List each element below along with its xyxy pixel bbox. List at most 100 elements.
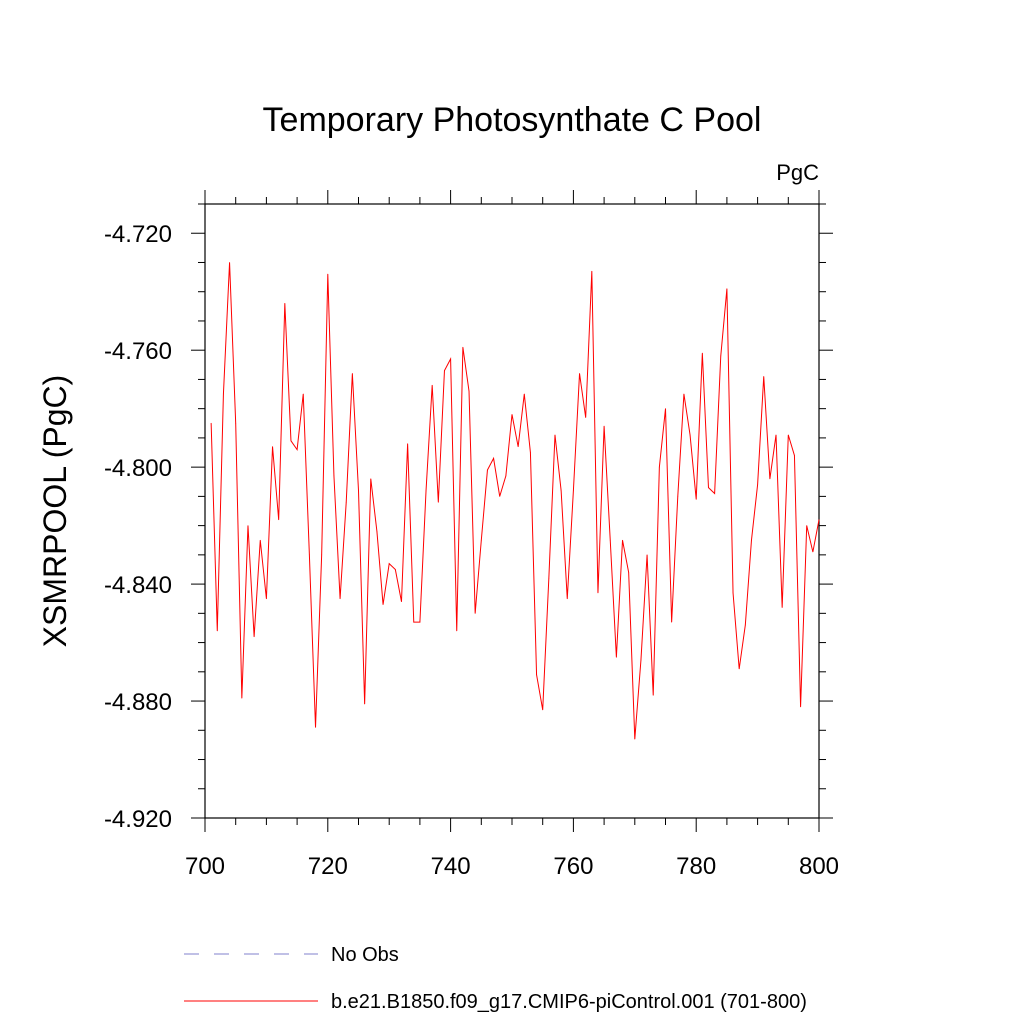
data-point xyxy=(382,604,384,605)
data-point xyxy=(278,519,280,521)
data-point xyxy=(726,288,728,290)
y-tick-label: -4.920 xyxy=(104,806,172,833)
data-point xyxy=(695,498,697,500)
data-point xyxy=(370,478,372,480)
data-point xyxy=(210,422,212,424)
data-point xyxy=(216,630,218,632)
chart-title: Temporary Photosynthate C Pool xyxy=(263,101,762,139)
x-tick-label: 740 xyxy=(431,853,471,880)
y-tick-label: -4.800 xyxy=(104,455,172,482)
data-point xyxy=(444,370,445,372)
data-point xyxy=(609,539,611,541)
data-point xyxy=(683,393,685,395)
data-point xyxy=(634,738,636,740)
data-point xyxy=(480,539,482,541)
data-point xyxy=(530,452,531,453)
data-point xyxy=(554,434,556,436)
axes: 700 720 740 760 780 800 -4.720 -4.760 -4.800 -4.8… xyxy=(104,190,839,880)
x-tick-label: 700 xyxy=(185,853,225,880)
data-point xyxy=(229,262,230,263)
data-point xyxy=(536,674,537,676)
data-point xyxy=(413,621,415,623)
y-tick-label: -4.880 xyxy=(104,689,172,716)
data-point xyxy=(560,490,562,491)
data-point xyxy=(308,554,310,556)
data-point xyxy=(327,273,329,275)
data-point xyxy=(315,726,316,728)
data-point xyxy=(573,490,574,491)
data-point xyxy=(775,434,777,436)
data-point xyxy=(646,554,648,556)
data-point xyxy=(738,668,740,670)
data-point xyxy=(431,384,433,386)
data-point xyxy=(671,621,673,623)
data-point xyxy=(720,355,722,357)
units-label: PgC xyxy=(776,160,819,185)
x-tick-label: 780 xyxy=(676,853,716,880)
data-point xyxy=(523,393,525,395)
data-point xyxy=(290,440,292,442)
y-tick-label: -4.760 xyxy=(104,338,172,365)
data-point xyxy=(751,539,752,541)
data-point xyxy=(628,572,630,573)
series-line xyxy=(210,262,820,740)
data-point xyxy=(579,373,580,374)
y-tick-label: -4.720 xyxy=(104,221,172,248)
data-point xyxy=(456,630,458,632)
data-point xyxy=(364,703,366,705)
data-point xyxy=(468,390,470,392)
data-point xyxy=(259,539,261,541)
data-point xyxy=(358,490,359,491)
data-point xyxy=(474,612,476,614)
series-group xyxy=(210,262,820,740)
data-point xyxy=(437,501,439,503)
data-point xyxy=(763,376,765,377)
data-point xyxy=(787,434,789,436)
data-point xyxy=(223,393,224,395)
data-point xyxy=(253,636,255,638)
data-point xyxy=(640,659,642,661)
data-point xyxy=(689,434,691,436)
data-point xyxy=(806,525,808,527)
data-point xyxy=(462,346,464,348)
data-point xyxy=(732,592,734,594)
data-point xyxy=(333,475,335,477)
data-point xyxy=(517,446,519,448)
data-point xyxy=(781,607,783,608)
data-point xyxy=(284,303,286,304)
data-point xyxy=(247,525,249,527)
data-point xyxy=(511,414,513,415)
data-point xyxy=(388,563,390,565)
data-point xyxy=(818,519,820,521)
x-tick-label: 800 xyxy=(799,853,839,880)
data-point xyxy=(665,408,666,410)
data-point xyxy=(800,706,801,708)
data-point xyxy=(585,417,587,418)
data-point xyxy=(615,656,617,658)
data-point xyxy=(394,569,396,570)
data-point xyxy=(272,446,273,448)
y-axis-label: XSMRPOOL (PgC) xyxy=(37,375,73,648)
data-point xyxy=(757,484,758,486)
data-point xyxy=(493,457,494,459)
data-point xyxy=(266,598,267,600)
data-point xyxy=(701,352,703,354)
data-point xyxy=(321,554,323,556)
data-point xyxy=(487,469,488,471)
data-point xyxy=(812,551,814,553)
data-point xyxy=(542,709,544,711)
data-point xyxy=(376,531,378,532)
data-point xyxy=(419,621,421,623)
data-point xyxy=(450,358,451,360)
data-point xyxy=(714,493,716,494)
legend-label: No Obs xyxy=(331,944,399,966)
legend: No Obs b.e21.B1850.f09_g17.CMIP6-piContro… xyxy=(184,944,807,1013)
legend-label: b.e21.B1850.f09_g17.CMIP6-piControl.001 … xyxy=(331,991,807,1013)
data-point xyxy=(566,598,568,600)
x-tick-label: 760 xyxy=(553,853,593,880)
data-point xyxy=(401,601,402,603)
data-point xyxy=(658,466,660,468)
data-point xyxy=(548,577,550,579)
data-point xyxy=(622,539,623,541)
